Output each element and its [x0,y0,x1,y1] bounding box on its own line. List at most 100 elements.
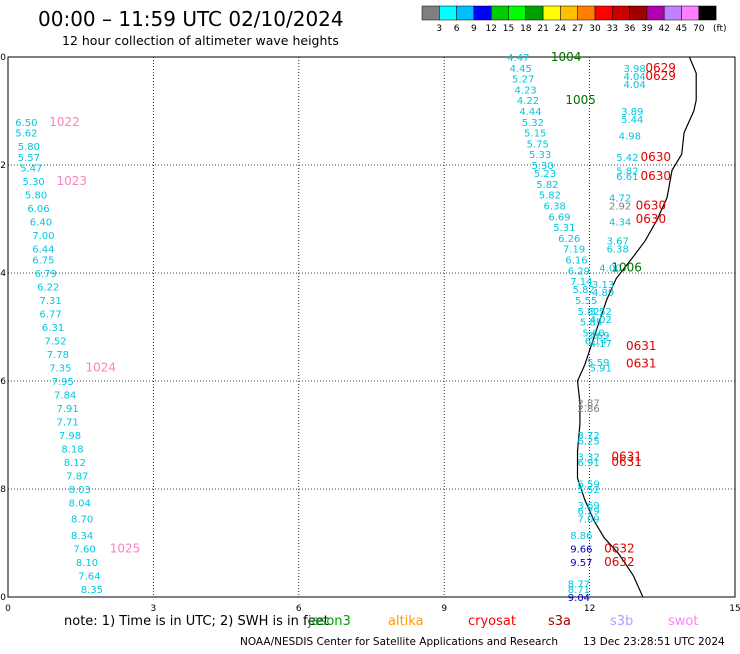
wave-height-label: 5.44 [621,115,643,126]
wave-height-label: 7.00 [32,231,54,242]
wave-height-label: 6.44 [32,245,54,256]
time-label: 0631 [626,339,657,353]
wave-height-label: 6.31 [42,323,64,334]
wave-height-label: 5.52 [577,485,599,496]
note-text: note: 1) Time is in UTC; 2) SWH is in fe… [64,614,329,629]
wave-height-label: 5.57 [18,153,40,164]
wave-height-label: 4.02 [590,315,612,326]
wave-height-label: 9.66 [570,544,592,555]
wave-height-label: 4.45 [510,64,532,75]
colorbar-legend: 3 6 9 12 15 18 21 24 27 30 33 36 39 42 45 70 [421,5,717,34]
satellite-legend: jason3 altika cryosat s3a s3b swot [307,614,698,629]
colorbar-swatch [560,5,578,21]
wave-height-label: 7.78 [47,350,69,361]
wave-height-label: 5.91 [590,364,612,375]
colorbar-swatch [421,5,440,21]
wave-height-label: 7.31 [40,296,62,307]
wave-height-label: 8.10 [76,558,98,569]
wave-height-label: 6.29 [568,266,590,277]
wave-height-label: 8.86 [570,531,592,542]
time-label: 0631 [611,455,642,469]
map-subtitle: 12 hour collection of altimeter wave hei… [62,33,339,48]
wave-height-label: 3.98 [624,64,646,75]
wave-height-label: 5.82 [573,285,595,296]
time-label: 0631 [626,357,657,371]
wave-height-label: 4.17 [590,339,612,350]
time-label: 0630 [640,169,671,183]
wave-height-label: 6.77 [40,310,62,321]
colorbar-tick-label: 24 [555,24,567,34]
wave-height-label: 5.59 [587,358,609,369]
wave-height-label: 7.09 [577,515,599,526]
wave-height-label: 3.69 [587,331,609,342]
wave-height-label: 8.18 [61,445,83,456]
wave-height-label: 7.84 [54,391,76,402]
wave-height-label: 6.22 [37,283,59,294]
wave-height-label: 4.04 [624,72,646,83]
y-tick-label: -12 [0,161,6,171]
time-label: 0630 [640,150,671,164]
colorbar-tick-label: 18 [520,24,532,34]
wave-height-labels: 4.47 1004 4.455.274.234.22 1005 4.445.325.15… [15,50,676,604]
axis-tick-labels: 0 3 6 9 12 15 -10 -12 -14 -16 -18 -20 [0,53,740,614]
wave-height-label: 5.33 [529,150,551,161]
wave-height-label: 7.14 [570,277,592,288]
wave-height-label: 5.82 [536,180,558,191]
wave-height-label: 5.55 [575,296,597,307]
wave-height-label: 7.60 [73,544,95,555]
map-plot-area: 4.47 1004 4.455.274.234.22 1005 4.445.325.15… [7,50,736,604]
time-label: 1023 [56,174,87,188]
wave-height-label: 5.47 [20,164,42,175]
y-tick-label: -14 [0,269,6,279]
colorbar-tick-label: 70 [693,24,705,34]
time-label: 0630 [636,199,667,213]
wave-height-label: 6.38 [544,202,566,213]
wave-height-label: 5.62 [15,129,37,140]
colorbar-swatch [577,5,596,21]
wave-height-label: 5.15 [524,129,546,140]
time-label: 0632 [604,555,635,569]
wave-height-label: 6.16 [565,256,587,267]
time-label: 1005 [565,93,596,107]
wave-height-label: 2.86 [577,404,599,415]
y-tick-label: -20 [0,593,6,603]
plot-frame [7,56,736,598]
wave-height-label: 7.87 [66,472,88,483]
wave-height-label: 4.00 [599,264,621,275]
colorbar-swatch [663,5,682,21]
wave-height-label: 7.19 [563,245,585,256]
wave-height-label: 2.92 [609,202,631,213]
time-label: 1024 [86,361,117,375]
colorbar-swatch [456,5,475,21]
wave-height-label: 8.35 [81,585,103,596]
wave-height-label: 3.13 [592,280,614,291]
time-label: 1025 [110,541,141,555]
wave-height-label: 6.38 [607,245,629,256]
colorbar-tick-label: 15 [503,24,514,34]
satellite-legend-jason3: jason3 [307,614,351,629]
wave-height-label: 4.34 [609,218,631,229]
wave-height-label: 6.79 [35,269,57,280]
colorbar-swatch [698,5,717,21]
wave-height-label: 5.42 [616,153,638,164]
colorbar-swatch [525,5,544,21]
wave-height-label: 9.04 [568,593,590,604]
wave-height-label: 5.75 [527,139,549,150]
wave-height-label: 5.80 [25,191,47,202]
wave-height-label: 3.52 [590,307,612,318]
wave-height-label: 6.69 [548,212,570,223]
wave-height-label: 4.22 [517,96,539,107]
x-tick-label: 15 [729,604,740,614]
x-tick-label: 0 [5,604,11,614]
colorbar-tick-label: 33 [607,24,618,34]
wave-height-label: 4.47 [507,53,529,64]
colorbar-tick-label: 45 [676,24,687,34]
wave-height-label: 5.30 [23,177,45,188]
wave-height-label: 7.98 [59,431,81,442]
satellite-legend-altika: altika [388,614,424,629]
map-title: 00:00 – 11:59 UTC 02/10/2024 [38,7,344,31]
time-label: 0631 [611,450,642,464]
wave-height-label: 5.60 [582,328,604,339]
y-tick-label: -16 [0,377,6,387]
wave-height-label: 5.23 [534,169,556,180]
